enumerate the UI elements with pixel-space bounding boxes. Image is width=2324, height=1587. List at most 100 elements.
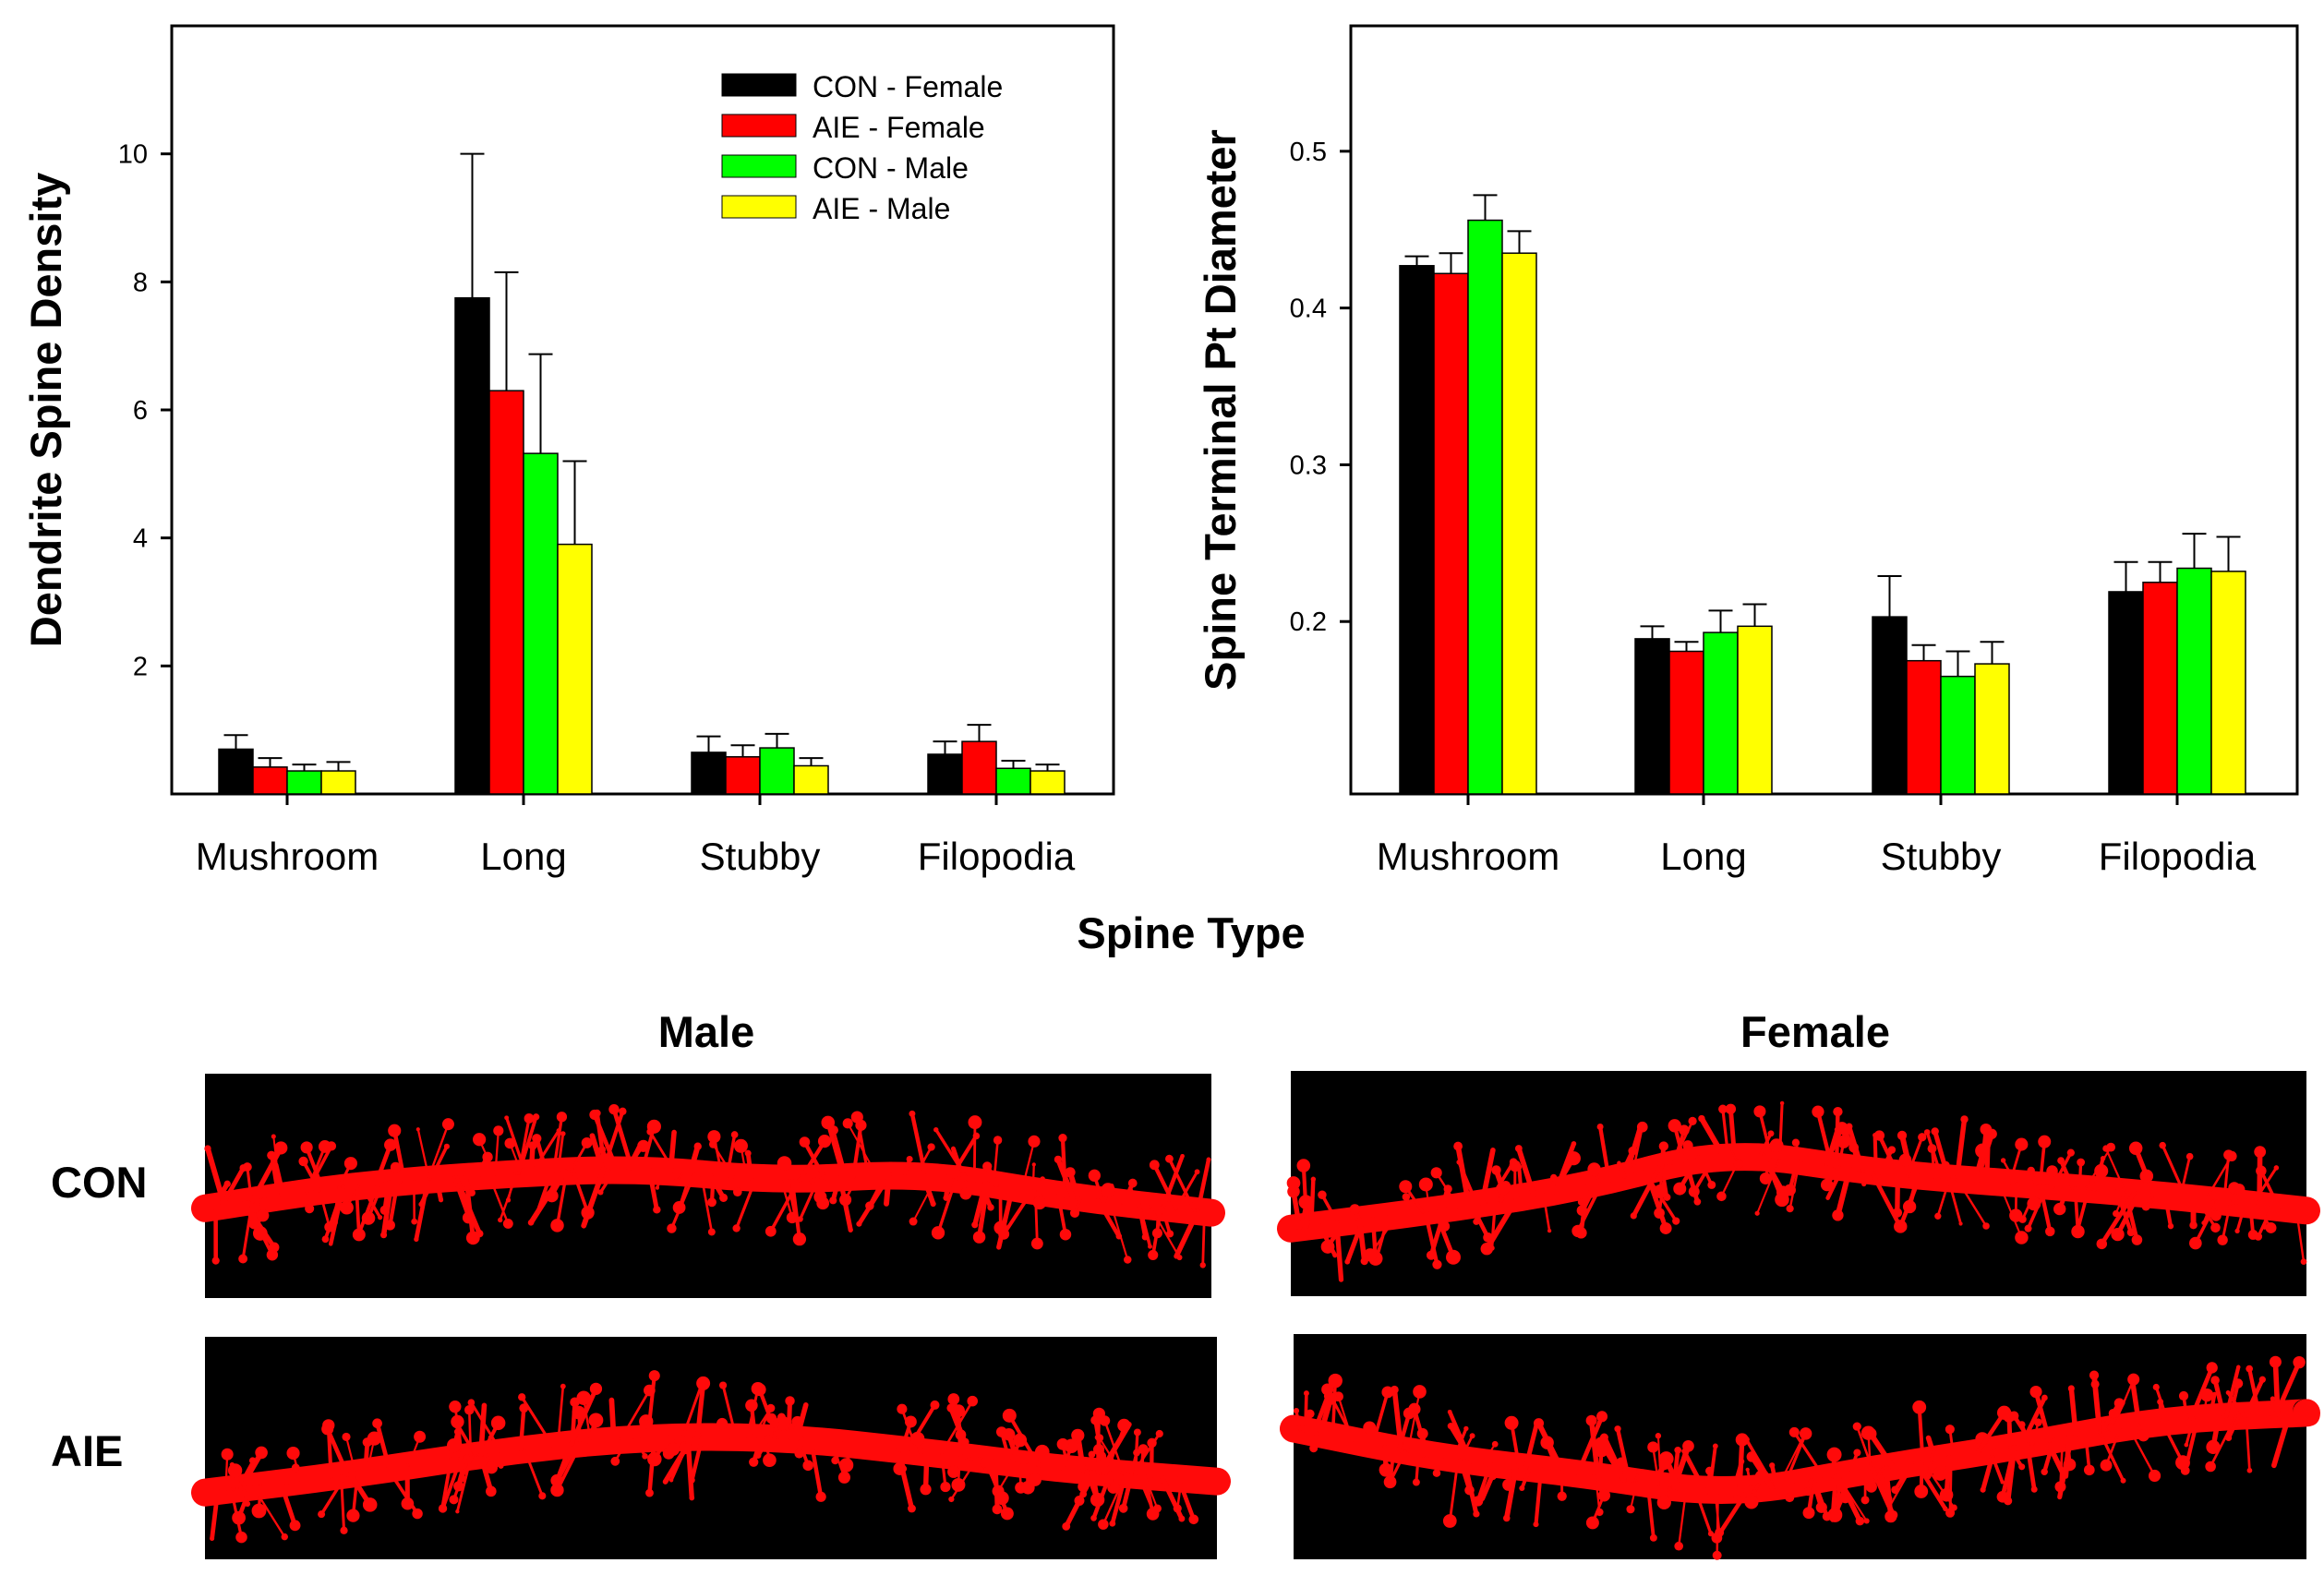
spine-head xyxy=(909,1110,916,1117)
spine-head xyxy=(794,1449,804,1459)
spine xyxy=(608,1397,617,1443)
spine-head xyxy=(1152,1504,1162,1513)
spine xyxy=(246,1165,253,1203)
spine xyxy=(940,1452,947,1489)
spine-head xyxy=(318,1510,326,1519)
spine-head xyxy=(1887,1504,1892,1509)
spine-head xyxy=(2045,1226,2055,1237)
spine-head xyxy=(1654,1208,1665,1219)
spine-head xyxy=(597,1146,607,1154)
spine-head xyxy=(2126,1228,2136,1237)
spine xyxy=(536,1170,554,1214)
spine-head xyxy=(367,1431,382,1446)
bar xyxy=(1433,272,1469,795)
spine-head xyxy=(455,1509,460,1514)
spine-head xyxy=(1032,1196,1047,1210)
spine-head xyxy=(1040,1176,1045,1182)
spine xyxy=(2104,1425,2123,1467)
spine xyxy=(1897,1173,1922,1229)
spine xyxy=(488,1173,510,1225)
density-y-axis: 2 4 6 8 10 xyxy=(118,140,172,681)
spine-head xyxy=(589,1382,603,1395)
spine-head xyxy=(1090,1515,1097,1521)
spine-head xyxy=(453,1428,461,1436)
bar xyxy=(218,748,254,795)
spine-head xyxy=(2217,1234,2228,1245)
spine-head xyxy=(1002,1408,1017,1423)
spine-head xyxy=(1099,1415,1111,1426)
spine xyxy=(1856,1425,1874,1471)
spine xyxy=(1137,1202,1148,1240)
spine xyxy=(1534,1467,1544,1527)
spine-head xyxy=(2009,1208,2023,1222)
spine xyxy=(2259,1169,2282,1209)
spine xyxy=(2098,1429,2125,1483)
spine-head xyxy=(817,1135,832,1148)
spine xyxy=(915,1146,933,1174)
spine-head xyxy=(318,1140,331,1153)
spine xyxy=(694,1380,706,1440)
spine-head xyxy=(1473,1510,1480,1518)
spine-head xyxy=(2189,1220,2198,1230)
spine-head xyxy=(775,1415,790,1431)
spine xyxy=(1598,1439,1627,1483)
spine-head xyxy=(1381,1386,1394,1399)
spine xyxy=(1615,1426,1632,1484)
spine xyxy=(934,1128,969,1182)
spine-head xyxy=(1712,1443,1718,1449)
spine-head xyxy=(908,1504,916,1513)
spine-head xyxy=(1744,1495,1759,1509)
spine-head xyxy=(1863,1518,1870,1524)
spine-head xyxy=(653,1206,661,1214)
spine xyxy=(455,1454,473,1513)
spine-head xyxy=(2300,1258,2307,1266)
spine xyxy=(1415,1452,1420,1485)
spine-head xyxy=(2234,1228,2240,1233)
spine-head xyxy=(732,1224,741,1232)
spine xyxy=(687,1143,701,1176)
spine-head xyxy=(1754,1210,1760,1216)
spine-head xyxy=(648,1370,660,1382)
spine-head xyxy=(987,1204,994,1211)
spine-head xyxy=(718,1381,728,1389)
spine-head xyxy=(1188,1514,1199,1525)
spine-head xyxy=(910,1431,925,1446)
spine-head xyxy=(1865,1481,1877,1493)
spine-head xyxy=(909,1217,918,1226)
spine-head xyxy=(1945,1508,1956,1518)
spine xyxy=(2195,1196,2218,1230)
spine-head xyxy=(667,1223,677,1233)
spine xyxy=(1681,1449,1708,1496)
spine-head xyxy=(609,1398,614,1402)
spine-head xyxy=(884,1201,889,1207)
spine-head xyxy=(576,1390,591,1405)
spine xyxy=(896,1447,907,1472)
spine xyxy=(452,1418,477,1458)
spine-head xyxy=(2130,1383,2136,1389)
spine xyxy=(2245,1414,2251,1473)
spine xyxy=(556,1385,565,1448)
spine-head xyxy=(1412,1478,1420,1486)
spine xyxy=(1843,1129,1865,1173)
spine-head xyxy=(1918,1133,1927,1142)
spine-head xyxy=(1815,1501,1827,1513)
spine-head xyxy=(1147,1437,1157,1449)
spine xyxy=(1331,1378,1337,1438)
spine-head xyxy=(693,1142,702,1150)
spine xyxy=(1149,1205,1181,1259)
spine-head xyxy=(1822,1511,1832,1521)
spine-head xyxy=(1698,1114,1705,1123)
spine xyxy=(2222,1153,2231,1204)
spine-head xyxy=(2184,1442,2189,1448)
spine-head xyxy=(1830,1518,1835,1522)
spine xyxy=(388,1180,400,1228)
spine-head xyxy=(2273,1165,2280,1171)
spine-head xyxy=(838,1458,854,1473)
spine xyxy=(2076,1187,2090,1233)
spine-head xyxy=(927,1143,935,1151)
spine-head xyxy=(1982,1222,1990,1230)
spine xyxy=(1883,1464,1894,1520)
spine-head xyxy=(390,1161,402,1172)
spine-head xyxy=(668,1478,674,1483)
spine xyxy=(556,1132,565,1173)
